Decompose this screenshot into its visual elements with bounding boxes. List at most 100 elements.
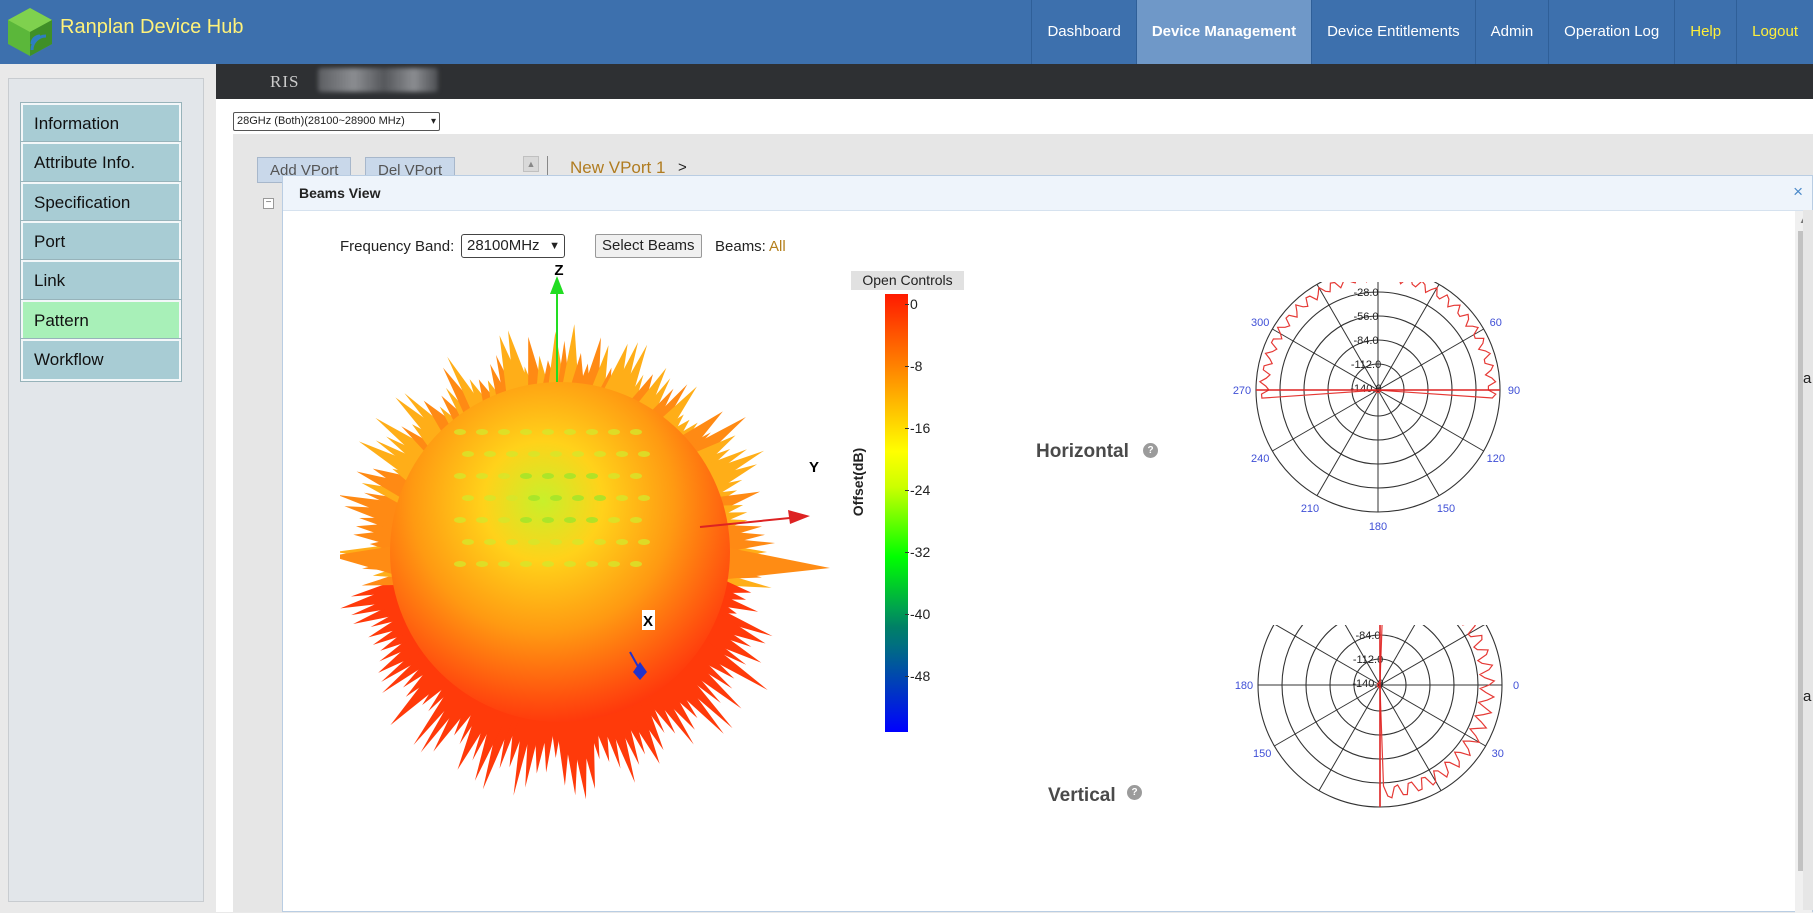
collapse-icon[interactable]: − xyxy=(263,198,274,209)
beam-mesh-dot xyxy=(462,539,474,545)
select-beams-button[interactable]: Select Beams xyxy=(595,234,702,258)
polar-spoke xyxy=(1379,625,1416,686)
beam-mesh-dot xyxy=(594,451,606,457)
main-nav: Dashboard Device Management Device Entitle… xyxy=(1031,0,1813,64)
beam-mesh-dot xyxy=(630,429,642,435)
polar-ring-label: -112.0 xyxy=(1353,654,1383,666)
scroll-up-arrow-icon[interactable]: ▲ xyxy=(1799,216,1807,225)
polar-spoke xyxy=(1272,328,1379,391)
polar-angle-label: 180 xyxy=(1235,680,1253,692)
polar-ring-label: -140.0 xyxy=(1352,678,1383,690)
sidebar-item-specification[interactable]: Specification xyxy=(20,181,182,225)
beam-mesh-dot xyxy=(520,429,532,435)
tab-next-arrow[interactable]: > xyxy=(678,159,687,176)
sidebar: Information Attribute Info. Specification P… xyxy=(8,78,204,902)
horizontal-polar-plot: 0.0-28.0-56.0-84.0-112.0-140.00306090120… xyxy=(1233,282,1520,533)
sidebar-item-workflow[interactable]: Workflow xyxy=(20,338,182,382)
beam-mesh-dot xyxy=(476,473,488,479)
beam-mesh-dot xyxy=(484,495,496,501)
beam-mesh-dot xyxy=(520,517,532,523)
dialog-header: Beams View × xyxy=(283,176,1812,211)
polar-spoke xyxy=(1275,625,1381,686)
polar-spoke xyxy=(1379,684,1442,791)
polar-angle-label: 180 xyxy=(1369,521,1387,533)
beam-pattern-3d-view[interactable]: Z Y X xyxy=(340,262,860,812)
sidebar-item-pattern[interactable]: Pattern xyxy=(20,299,182,343)
nav-device-management[interactable]: Device Management xyxy=(1135,0,1312,64)
clipped-text: a xyxy=(1803,688,1812,705)
offset-color-scale xyxy=(885,294,908,732)
polar-ring-label: -112.0 xyxy=(1351,359,1381,371)
beam-mesh-dot xyxy=(638,495,650,501)
ranplan-logo-icon xyxy=(8,8,52,56)
clipped-text: a xyxy=(1803,370,1812,387)
open-controls-button[interactable]: Open Controls xyxy=(851,271,964,290)
nav-device-entitlements[interactable]: Device Entitlements xyxy=(1311,0,1475,64)
nav-dashboard[interactable]: Dashboard xyxy=(1031,0,1135,64)
beam-mesh-dot xyxy=(564,473,576,479)
beam-mesh-dot xyxy=(630,473,642,479)
beam-lobe xyxy=(482,691,523,790)
polar-spoke xyxy=(1379,625,1485,686)
beam-mesh-dot xyxy=(586,517,598,523)
device-header-strip xyxy=(216,64,1813,99)
polar-spoke xyxy=(1316,389,1379,496)
nav-logout[interactable]: Logout xyxy=(1736,0,1813,64)
color-scale-tick: -24 xyxy=(910,482,931,498)
scroll-up-icon[interactable]: ▲ xyxy=(523,156,539,172)
polar-angle-label: 270 xyxy=(1233,385,1251,397)
beam-mesh-dot xyxy=(638,451,650,457)
beam-lobe xyxy=(513,697,540,796)
color-scale-tick-mark xyxy=(905,676,909,677)
polar-spoke xyxy=(1377,328,1484,391)
beam-mesh-dot xyxy=(498,429,510,435)
beam-mesh-dot xyxy=(542,561,554,567)
vertical-polar-plot: 0.0-28.0-56.0-84.0-112.0-140.02703003300… xyxy=(1235,625,1519,808)
polar-angle-label: 150 xyxy=(1253,748,1271,760)
frequency-band-select[interactable]: 28100MHz ▼ xyxy=(461,234,565,258)
sidebar-item-information[interactable]: Information xyxy=(20,102,182,146)
radiation-pattern-trace xyxy=(1258,282,1497,399)
y-axis-label: Y xyxy=(809,459,819,476)
sidebar-item-attribute-info[interactable]: Attribute Info. xyxy=(20,141,182,185)
radiation-pattern-trace xyxy=(1377,625,1496,799)
polar-spoke xyxy=(1377,389,1440,496)
tab-divider xyxy=(547,156,548,178)
polar-spoke xyxy=(1377,284,1440,391)
y-axis-label-bg xyxy=(808,456,820,476)
polar-angle-label: 0 xyxy=(1513,680,1519,692)
right-panel-edge xyxy=(1803,210,1813,910)
band-select[interactable]: 28GHz (Both)(28100~28900 MHz) ▾ xyxy=(233,112,440,131)
beam-mesh-dot xyxy=(506,539,518,545)
nav-admin[interactable]: Admin xyxy=(1474,0,1549,64)
color-scale-tick: -16 xyxy=(910,420,931,436)
color-scale-tick-mark xyxy=(905,304,909,305)
top-bar: Ranplan Device Hub Dashboard Device Manag… xyxy=(0,0,1813,64)
beam-mesh-dot xyxy=(594,539,606,545)
polar-ring-label: -84.0 xyxy=(1355,630,1380,642)
beam-mesh-dot xyxy=(564,517,576,523)
sidebar-item-link[interactable]: Link xyxy=(20,259,182,303)
nav-help[interactable]: Help xyxy=(1674,0,1736,64)
beam-mesh-dot xyxy=(550,451,562,457)
polar-angle-label: 120 xyxy=(1487,453,1505,465)
beam-mesh-dot xyxy=(462,451,474,457)
z-axis-arrow-icon xyxy=(550,276,564,294)
nav-operation-log[interactable]: Operation Log xyxy=(1548,0,1674,64)
color-scale-tick: 0 xyxy=(910,296,918,312)
sidebar-item-port[interactable]: Port xyxy=(20,220,182,264)
color-scale-tick: -8 xyxy=(910,358,923,374)
color-scale-tick-mark xyxy=(905,552,909,553)
beam-mesh-dot xyxy=(630,561,642,567)
beam-mesh-dot xyxy=(616,539,628,545)
beams-value[interactable]: All xyxy=(769,238,786,255)
beam-mesh-dot xyxy=(476,561,488,567)
tab-new-vport-1[interactable]: New VPort 1 xyxy=(570,158,666,177)
beam-mesh-dot xyxy=(454,473,466,479)
vertical-help-icon[interactable]: ? xyxy=(1127,785,1142,800)
close-icon[interactable]: × xyxy=(1793,182,1803,201)
horizontal-help-icon[interactable]: ? xyxy=(1143,443,1158,458)
beam-mesh-dot xyxy=(608,429,620,435)
beam-mesh-dot xyxy=(498,473,510,479)
beam-mesh xyxy=(454,429,650,567)
